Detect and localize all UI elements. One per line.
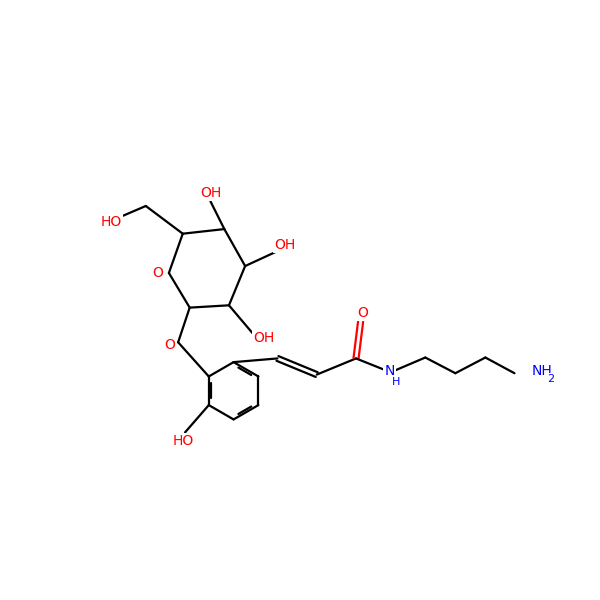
Text: H: H <box>392 377 400 386</box>
Text: 2: 2 <box>547 374 554 384</box>
Text: O: O <box>358 306 368 320</box>
Text: OH: OH <box>200 186 221 200</box>
Text: N: N <box>385 364 395 379</box>
Text: OH: OH <box>274 238 295 252</box>
Text: OH: OH <box>253 331 274 344</box>
Text: HO: HO <box>172 434 193 448</box>
Text: O: O <box>164 338 175 352</box>
Text: HO: HO <box>101 215 122 229</box>
Text: NH: NH <box>532 364 553 378</box>
Text: O: O <box>152 266 163 280</box>
